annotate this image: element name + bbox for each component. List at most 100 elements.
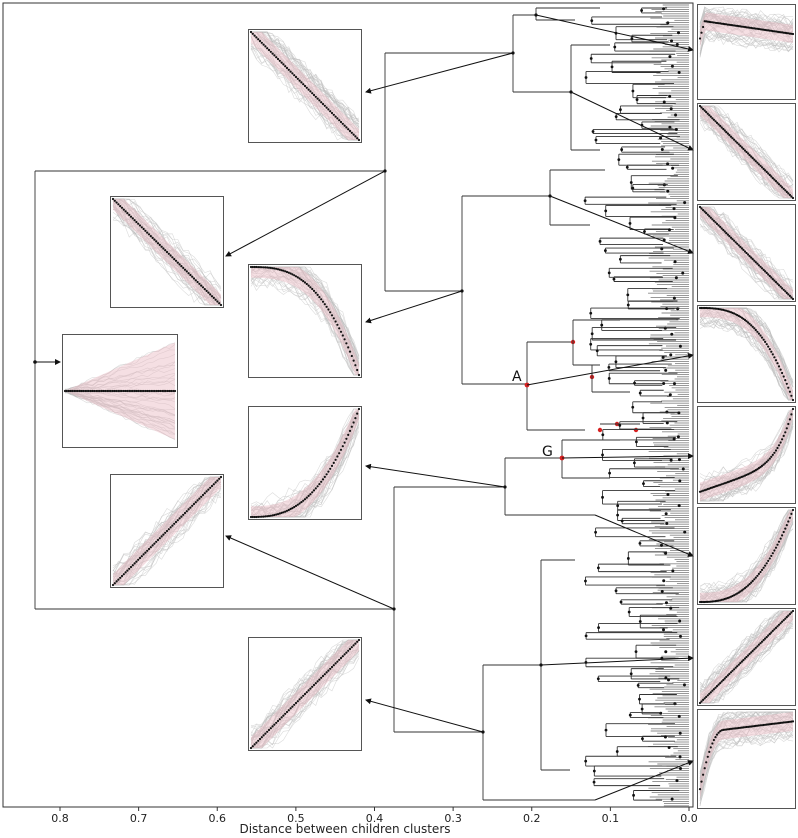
mean-point <box>153 238 156 241</box>
mean-point <box>174 259 178 262</box>
trace-line <box>112 209 221 306</box>
mean-point <box>356 412 359 415</box>
thumb-right-1 <box>697 4 796 100</box>
thumb-right-2-plot <box>698 104 795 200</box>
mean-point <box>198 282 201 285</box>
node-dot <box>584 76 588 79</box>
node-dot <box>669 458 673 462</box>
mean-point <box>264 266 267 269</box>
mean-point <box>171 524 174 527</box>
mean-point <box>155 540 158 543</box>
trace-line <box>112 476 222 578</box>
arrow <box>594 514 694 557</box>
mean-point <box>706 112 709 115</box>
mean-point <box>717 224 720 227</box>
mean-point <box>160 245 163 248</box>
trace-line <box>699 29 794 50</box>
mean-point <box>776 362 779 365</box>
trace-line <box>64 374 176 392</box>
trace-line <box>700 206 794 281</box>
node-dot <box>668 94 672 98</box>
mean-point <box>321 300 325 303</box>
node-dot <box>678 619 682 623</box>
thumb-root-plot <box>63 342 177 441</box>
trace-line <box>64 389 176 416</box>
mean-point <box>787 192 790 195</box>
node-dot <box>584 634 588 638</box>
trace-line <box>250 408 359 505</box>
mean-point <box>712 307 715 310</box>
mean-point <box>767 459 770 462</box>
mean-point <box>260 41 263 44</box>
node-dot <box>638 391 642 395</box>
trace-line <box>699 311 794 401</box>
arrow <box>365 52 514 94</box>
mean-point <box>788 193 791 196</box>
mean-point <box>734 140 737 143</box>
mean-point <box>743 149 747 152</box>
mean-point <box>329 110 332 113</box>
trace-line <box>250 639 359 734</box>
mean-point <box>781 186 784 189</box>
arrow <box>365 290 463 324</box>
mean-point <box>782 31 785 34</box>
mean-point <box>209 293 212 296</box>
trace-line <box>699 25 794 45</box>
node-dot <box>671 166 675 170</box>
mean-point <box>194 279 197 282</box>
mean-point <box>779 441 782 444</box>
mean-point <box>702 306 705 310</box>
trace-line <box>699 413 794 492</box>
mean-point <box>702 108 705 111</box>
node-dot <box>675 779 679 783</box>
mean-point <box>708 215 711 218</box>
node-dot <box>662 100 666 104</box>
node-dot <box>681 271 685 275</box>
mean-point <box>759 265 762 268</box>
mean-point <box>759 466 762 469</box>
mean-point <box>747 321 750 324</box>
node-dot <box>677 504 681 508</box>
mean-point <box>777 623 781 626</box>
node-dot <box>626 293 630 297</box>
mean-point <box>155 240 158 243</box>
mean-point <box>787 386 790 389</box>
mean-point <box>278 59 281 62</box>
mean-point <box>294 275 298 278</box>
mean-point <box>113 582 116 585</box>
trace-line <box>64 390 176 435</box>
mean-point <box>768 457 771 460</box>
mean-point <box>767 723 770 726</box>
mean-point <box>733 24 736 27</box>
mean-point <box>320 676 323 679</box>
mean-point <box>702 209 705 212</box>
mean-point <box>115 201 118 204</box>
mean-point <box>742 588 745 591</box>
node-dot <box>659 543 663 547</box>
mean-point <box>336 660 339 663</box>
mean-point <box>291 507 294 510</box>
mean-point <box>166 389 169 393</box>
mean-point <box>729 236 733 239</box>
arrow <box>570 91 694 151</box>
trace-line <box>64 389 176 441</box>
mean-point <box>762 639 765 642</box>
node-dot <box>638 620 642 623</box>
trace-line <box>112 198 222 299</box>
mean-point <box>788 516 791 519</box>
mean-point <box>142 553 145 556</box>
mean-point <box>302 499 305 502</box>
node-dot <box>634 440 638 444</box>
mean-point <box>275 267 278 270</box>
mean-point <box>109 389 112 393</box>
mean-point <box>65 389 68 393</box>
mean-point <box>762 566 765 569</box>
mean-point <box>338 452 341 455</box>
mean-point <box>216 300 219 303</box>
mean-point <box>698 37 702 40</box>
mean-point <box>187 272 190 275</box>
node-dot <box>641 737 644 741</box>
trace-line <box>250 36 360 141</box>
mean-point <box>757 572 760 575</box>
node-dot <box>610 65 614 69</box>
